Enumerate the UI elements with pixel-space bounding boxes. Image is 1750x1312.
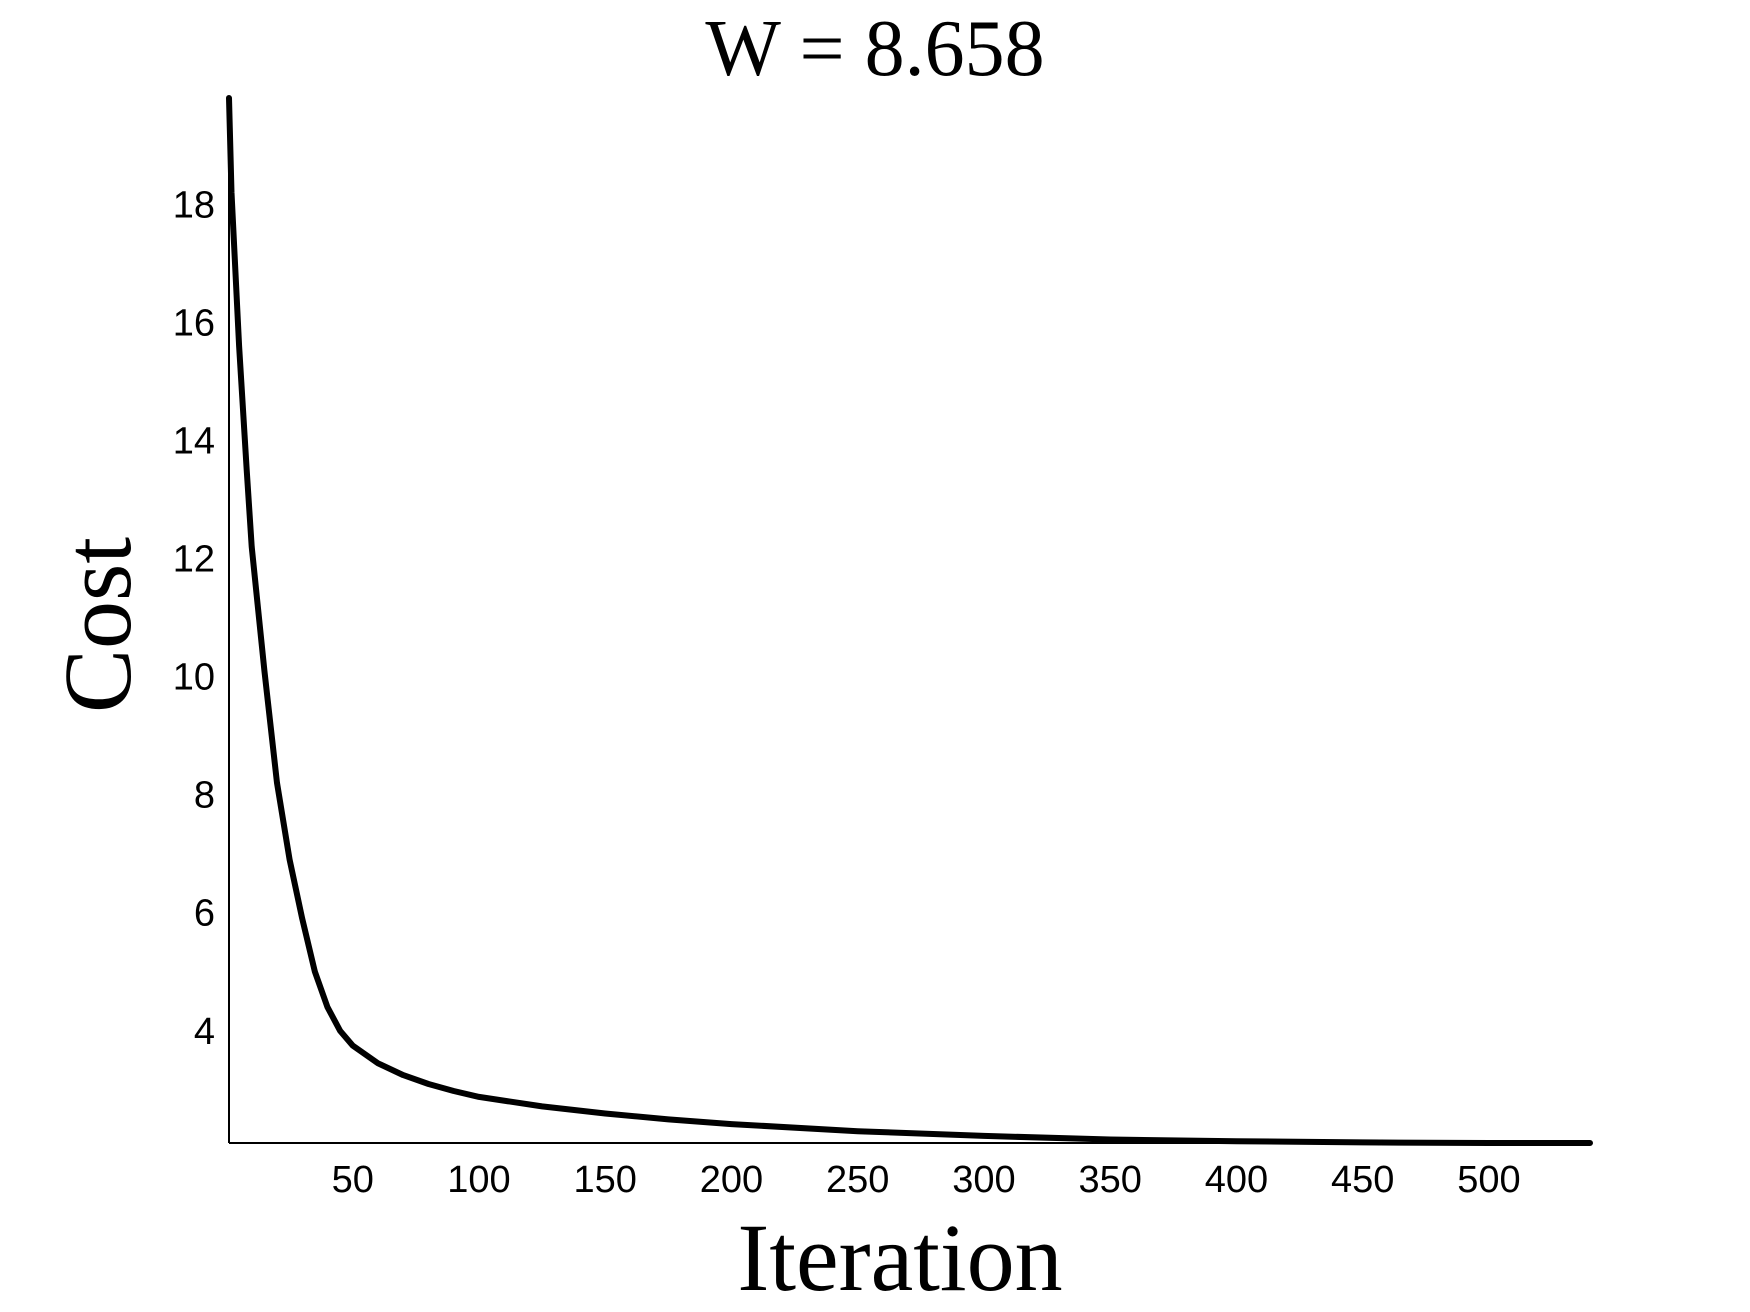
- x-tick-label: 200: [700, 1159, 763, 1201]
- x-axis-title: Iteration: [737, 1204, 1062, 1311]
- y-tick-label: 14: [173, 420, 215, 462]
- x-tick-label: 500: [1457, 1159, 1520, 1201]
- y-tick-label: 12: [173, 539, 215, 581]
- chart-title: W = 8.658: [705, 5, 1044, 93]
- x-tick-label: 50: [332, 1159, 374, 1201]
- x-tick-label: 150: [574, 1159, 637, 1201]
- y-tick-label: 10: [173, 657, 215, 699]
- x-tick-label: 300: [952, 1159, 1015, 1201]
- cost-series-line: [226, 95, 1593, 1146]
- plot-area: 50 100 150 200 250 300 350 400 450 500 4 6 8 10 12 14 16…: [173, 95, 1593, 1201]
- x-tick-label: 400: [1205, 1159, 1268, 1201]
- x-tick-label: 450: [1331, 1159, 1394, 1201]
- y-tick-label: 18: [173, 184, 215, 226]
- x-tick-label: 350: [1079, 1159, 1142, 1201]
- y-tick-label: 8: [194, 775, 215, 817]
- y-tick-label: 6: [194, 893, 215, 935]
- y-axis-title: Cost: [44, 537, 151, 713]
- x-tick-label: 250: [826, 1159, 889, 1201]
- y-tick-label: 16: [173, 302, 215, 344]
- y-tick-label: 4: [194, 1011, 215, 1053]
- x-tick-label: 100: [447, 1159, 510, 1201]
